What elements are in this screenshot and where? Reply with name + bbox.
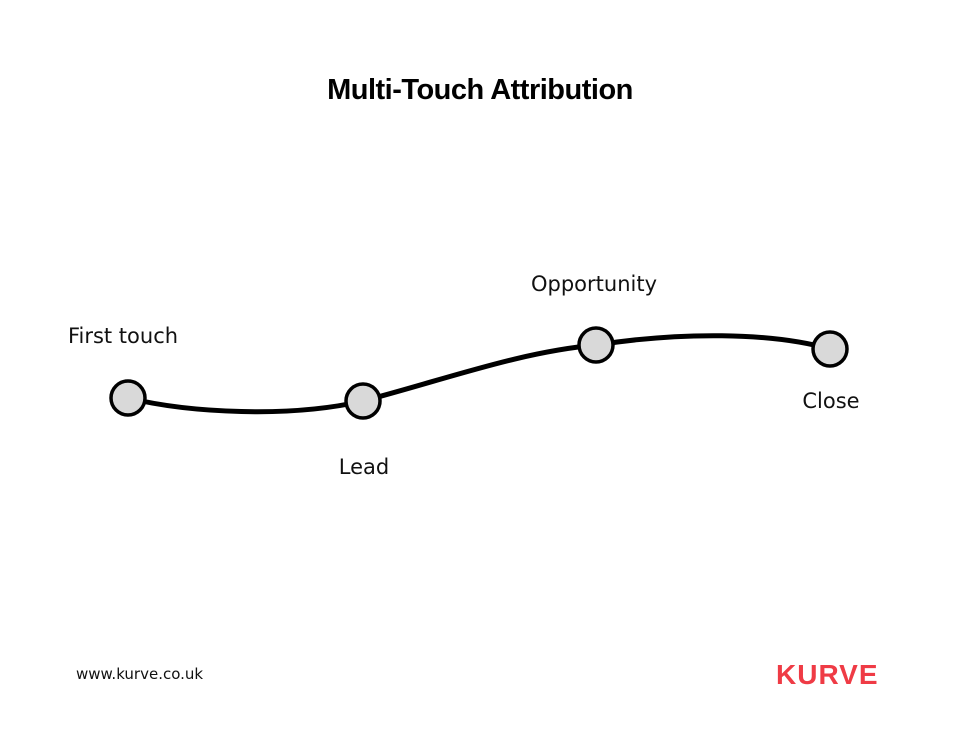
node-close <box>811 330 849 368</box>
page-title: Multi-Touch Attribution <box>327 74 633 106</box>
journey-curve <box>127 333 831 415</box>
node-first-touch <box>109 379 147 417</box>
label-opportunity: Opportunity <box>530 272 658 296</box>
label-lead: Lead <box>338 455 390 479</box>
node-lead <box>344 382 382 420</box>
label-first-touch: First touch <box>67 324 179 348</box>
node-opportunity <box>577 326 615 364</box>
label-close: Close <box>802 389 860 413</box>
kurve-logo: KURVE <box>776 659 879 690</box>
footer-url: www.kurve.co.uk <box>76 665 204 683</box>
